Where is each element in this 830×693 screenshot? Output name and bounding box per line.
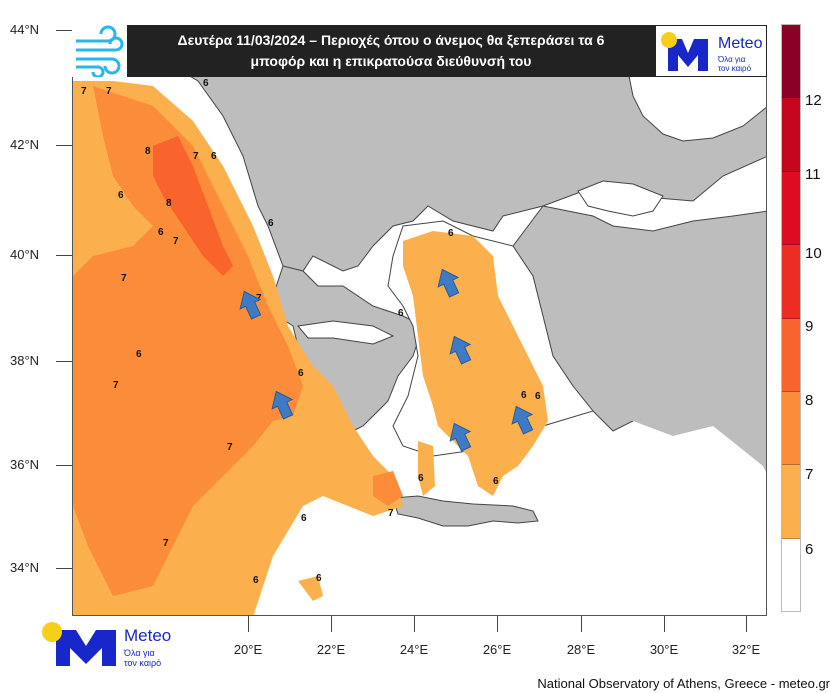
lat-tick — [56, 361, 72, 362]
logo-tagline-2: τον καιρό — [124, 658, 162, 668]
header-logo: Meteo Όλα για τον καιρό — [655, 25, 767, 77]
lat-label: 38°N — [10, 353, 40, 368]
wind-9-areas — [153, 136, 233, 276]
colorbar-legend — [781, 24, 801, 612]
lat-tick — [56, 465, 72, 466]
colorbar-label: 8 — [805, 392, 814, 409]
svg-text:6: 6 — [268, 218, 274, 229]
wind-icon — [72, 25, 128, 79]
title-line-2: μποφόρ και η επικρατούσα διεύθυνσή του — [250, 53, 532, 69]
svg-text:6: 6 — [298, 368, 304, 379]
svg-text:6: 6 — [493, 476, 499, 487]
footer-logo: Meteo Όλα για τον καιρό — [40, 620, 180, 668]
arrow-icon — [239, 290, 262, 320]
svg-text:6: 6 — [158, 227, 164, 238]
svg-text:7: 7 — [121, 273, 127, 284]
colorbar-segment — [782, 98, 800, 172]
lat-label: 40°N — [10, 247, 40, 262]
lon-label: 22°E — [316, 642, 346, 657]
wind-direction-arrows — [239, 268, 534, 452]
svg-text:6: 6 — [535, 391, 541, 402]
map-canvas: 7 7 6 8 7 6 8 6 6 7 6 7 6 7 7 7 7 6 6 7 … — [73, 26, 766, 615]
svg-text:6: 6 — [418, 473, 424, 484]
lat-tick — [56, 145, 72, 146]
lon-label: 32°E — [731, 642, 761, 657]
colorbar-segment — [782, 245, 800, 319]
lon-label: 26°E — [482, 642, 512, 657]
arrow-icon — [449, 335, 472, 365]
title-line-1: Δευτέρα 11/03/2024 – Περιοχές όπου ο άνε… — [177, 32, 605, 48]
lat-label: 42°N — [10, 137, 40, 152]
footer-credit: National Observatory of Athens, Greece -… — [537, 676, 830, 691]
lon-label: 28°E — [566, 642, 596, 657]
lon-label: 24°E — [399, 642, 429, 657]
logo-tagline-1: Όλα για — [718, 55, 746, 64]
svg-text:7: 7 — [173, 236, 179, 247]
lon-tick — [581, 616, 582, 632]
logo-tagline-1: Όλα για — [124, 648, 155, 658]
colorbar-label: 7 — [805, 466, 814, 483]
svg-text:6: 6 — [316, 573, 322, 584]
svg-text:7: 7 — [106, 86, 112, 97]
colorbar-segment — [782, 391, 800, 466]
colorbar-segment — [782, 171, 800, 246]
meteo-m-icon — [42, 622, 116, 666]
colorbar-segment — [782, 25, 800, 99]
svg-text:6: 6 — [203, 78, 209, 89]
logo-name: Meteo — [718, 35, 763, 52]
lon-label: 20°E — [233, 642, 263, 657]
svg-text:7: 7 — [113, 380, 119, 391]
colorbar-segment — [782, 318, 800, 392]
logo-name: Meteo — [124, 626, 172, 645]
svg-text:6: 6 — [253, 575, 259, 586]
svg-text:7: 7 — [163, 538, 169, 549]
lon-tick — [497, 616, 498, 632]
svg-text:6: 6 — [521, 390, 527, 401]
lon-tick — [746, 616, 747, 632]
wind-map: 7 7 6 8 7 6 8 6 6 7 6 7 6 7 7 7 7 6 6 7 … — [72, 25, 767, 616]
wind-8-areas — [73, 86, 403, 596]
svg-text:7: 7 — [193, 151, 199, 162]
colorbar-label: 11 — [805, 166, 821, 183]
lat-tick — [56, 30, 72, 31]
svg-text:6: 6 — [398, 308, 404, 319]
colorbar-label: 10 — [805, 245, 822, 262]
lon-tick — [414, 616, 415, 632]
svg-text:8: 8 — [145, 146, 151, 157]
colorbar-segment — [782, 465, 800, 539]
colorbar-label: 12 — [805, 92, 822, 109]
arrow-icon — [271, 390, 294, 420]
arrow-icon — [449, 422, 472, 452]
lat-label: 44°N — [10, 22, 40, 37]
svg-text:7: 7 — [227, 442, 233, 453]
lat-tick — [56, 255, 72, 256]
arrow-icon — [437, 268, 460, 298]
meteo-logo: Meteo Όλα για τον καιρό — [660, 31, 764, 73]
svg-text:7: 7 — [81, 86, 87, 97]
svg-text:6: 6 — [136, 349, 142, 360]
colorbar-segment — [782, 538, 800, 611]
svg-text:6: 6 — [448, 228, 454, 239]
svg-text:7: 7 — [388, 508, 394, 519]
svg-text:6: 6 — [301, 513, 307, 524]
lat-label: 34°N — [10, 560, 40, 575]
logo-tagline-2: τον καιρό — [718, 64, 752, 73]
lon-tick — [248, 616, 249, 632]
colorbar-label: 9 — [805, 318, 814, 335]
svg-text:6: 6 — [211, 151, 217, 162]
lon-tick — [664, 616, 665, 632]
meteo-m-icon — [661, 32, 708, 71]
lon-label: 30°E — [649, 642, 679, 657]
svg-text:6: 6 — [118, 190, 124, 201]
lat-label: 36°N — [10, 457, 40, 472]
arrow-icon — [511, 405, 534, 435]
svg-text:8: 8 — [166, 198, 172, 209]
page-title: Δευτέρα 11/03/2024 – Περιοχές όπου ο άνε… — [127, 25, 655, 77]
lat-tick — [56, 568, 72, 569]
colorbar-label: 6 — [805, 541, 814, 558]
lon-tick — [331, 616, 332, 632]
